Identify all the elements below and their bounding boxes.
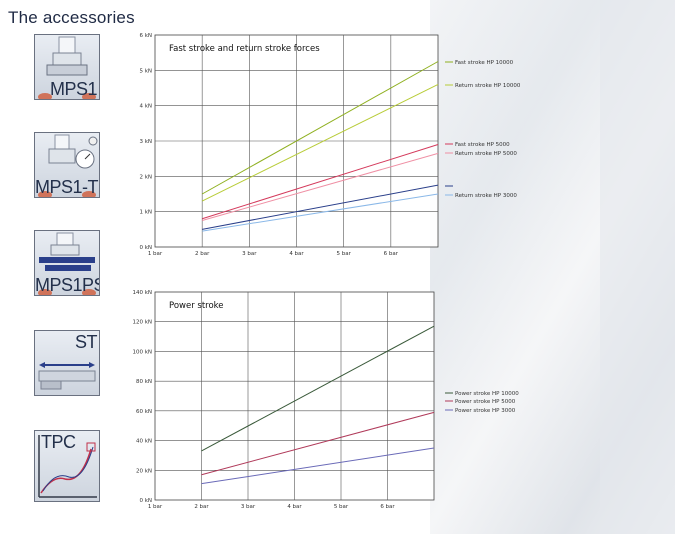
y-tick-label: 40 kN: [136, 439, 152, 445]
stroke-transducer-icon: [38, 362, 96, 390]
power-stroke-chart: 0 kN 20 kN 40 kN 60 kN 80 kN 100 kN 120 kN 140 …: [132, 290, 519, 510]
accessory-tile-mps1-t: MPS1-T: [34, 132, 100, 198]
series-line: [201, 84, 439, 202]
y-tick-label: 4 kN: [139, 104, 152, 110]
accessory-label: ST: [74, 332, 98, 352]
y-tick-label: 1 kN: [139, 210, 152, 216]
chart-title: Fast stroke and return stroke forces: [169, 44, 320, 54]
series-line: [201, 61, 439, 195]
y-tick-label: 120 kN: [132, 320, 152, 326]
series-line: [202, 193, 439, 232]
chart-title: Power stroke: [169, 301, 224, 311]
x-tick-label: 3 bar: [242, 251, 257, 257]
y-tick-label: 20 kN: [136, 468, 152, 474]
y-tick-label: 6 kN: [139, 33, 152, 39]
series-line: [201, 325, 435, 452]
y-tick-label: 100 kN: [132, 349, 152, 355]
legend-label: Return stroke HP 5000: [455, 151, 517, 157]
press-with-stroke-bar-icon: [38, 232, 96, 295]
y-tick-label: 3 kN: [139, 139, 152, 145]
accessory-tile-st: ST: [34, 330, 100, 396]
press-with-gauge-icon: [38, 134, 98, 197]
accessory-label: MPS1-T: [35, 177, 99, 197]
y-tick-label: 140 kN: [132, 290, 152, 296]
force-curve-icon: [38, 435, 97, 498]
page-title: The accessories: [8, 8, 135, 27]
x-tick-label: 5 bar: [334, 504, 349, 510]
legend-label: Return stroke HP 3000: [455, 193, 517, 199]
legend-label: Fast stroke HP 10000: [455, 60, 514, 66]
accessory-tile-mps1: MPS1: [34, 34, 100, 100]
x-tick-label: 4 bar: [287, 504, 302, 510]
x-tick-label: 2 bar: [195, 251, 210, 257]
y-tick-label: 0 kN: [139, 498, 152, 504]
accessory-label: MPS1: [49, 79, 98, 99]
y-tick-label: 0 kN: [139, 245, 152, 251]
y-tick-label: 5 kN: [139, 68, 152, 74]
legend-label: Power stroke HP 5000: [455, 399, 516, 405]
series-line: [202, 144, 439, 220]
legend-label: Power stroke HP 3000: [455, 408, 516, 414]
x-tick-label: 6 bar: [380, 504, 395, 510]
x-tick-label: 5 bar: [336, 251, 351, 257]
series-line: [201, 411, 435, 476]
y-tick-label: 60 kN: [136, 409, 152, 415]
y-tick-label: 2 kN: [139, 174, 152, 180]
x-tick-label: 6 bar: [384, 251, 399, 257]
x-tick-label: 1 bar: [148, 504, 163, 510]
x-tick-label: 3 bar: [241, 504, 256, 510]
press-cylinder-icon: [38, 36, 96, 99]
y-tick-label: 80 kN: [136, 379, 152, 385]
series-line: [202, 152, 439, 221]
legend-label: Return stroke HP 10000: [455, 83, 521, 89]
accessory-tile-tpc: TPC: [34, 430, 100, 502]
series-line: [201, 447, 435, 485]
background-strip: [600, 0, 675, 534]
accessory-label: TPC: [41, 432, 76, 452]
x-tick-label: 1 bar: [148, 251, 163, 257]
series-line: [202, 184, 439, 230]
fast-return-stroke-chart: 0 kN 1 kN 2 kN 3 kN 4 kN 5 kN 6 kN 1 bar 2 bar 3 …: [139, 33, 521, 257]
legend-label: Fast stroke HP 5000: [455, 142, 510, 148]
legend-label: Power stroke HP 10000: [455, 391, 519, 397]
x-tick-label: 4 bar: [289, 251, 304, 257]
x-tick-label: 2 bar: [194, 504, 209, 510]
